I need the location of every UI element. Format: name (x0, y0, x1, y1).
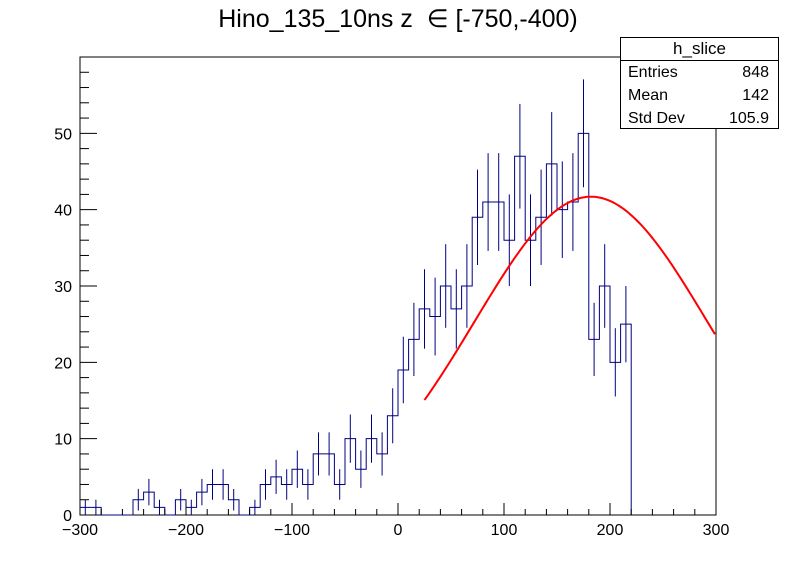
axis-ticks (79, 56, 717, 516)
stats-box-title: h_slice (621, 38, 778, 61)
stats-label: Mean (628, 87, 669, 104)
stats-row-mean: Mean 142 (621, 84, 778, 107)
x-tick-label: 100 (491, 522, 518, 539)
y-tick-label: 20 (54, 355, 72, 372)
stats-value: 105.9 (728, 110, 769, 127)
stats-row-entries: Entries 848 (621, 61, 778, 84)
y-tick-label: 30 (54, 279, 72, 296)
fit-curve-group (423, 195, 716, 401)
error-bars (84, 79, 627, 515)
y-tick-label: 10 (54, 432, 72, 449)
y-tick-label: 0 (63, 508, 72, 525)
x-tick-label: −100 (274, 522, 310, 539)
x-tick-label: −200 (168, 522, 204, 539)
stats-value: 848 (742, 64, 769, 81)
x-tick-label: 0 (394, 522, 403, 539)
tick-labels: −300 −200 −100 0 100 200 300 0 10 20 30 40 50 (54, 126, 729, 539)
stats-label: Entries (628, 64, 678, 81)
stats-row-stddev: Std Dev 105.9 (621, 107, 778, 130)
chart-title: Hino_135_10ns z ∈ [-750,-400) (218, 5, 578, 33)
stats-label: Std Dev (628, 110, 685, 127)
y-tick-label: 40 (54, 203, 72, 220)
histogram-line (79, 132, 632, 516)
y-tick-label: 50 (54, 126, 72, 143)
stats-value: 142 (742, 87, 769, 104)
x-tick-label: 300 (703, 522, 730, 539)
x-tick-label: 200 (597, 522, 624, 539)
x-tick-label: −300 (62, 522, 98, 539)
stats-box: h_slice Entries 848 Mean 142 Std Dev 105… (620, 37, 779, 129)
fit-curve (423, 195, 716, 401)
histogram-series (79, 132, 632, 516)
